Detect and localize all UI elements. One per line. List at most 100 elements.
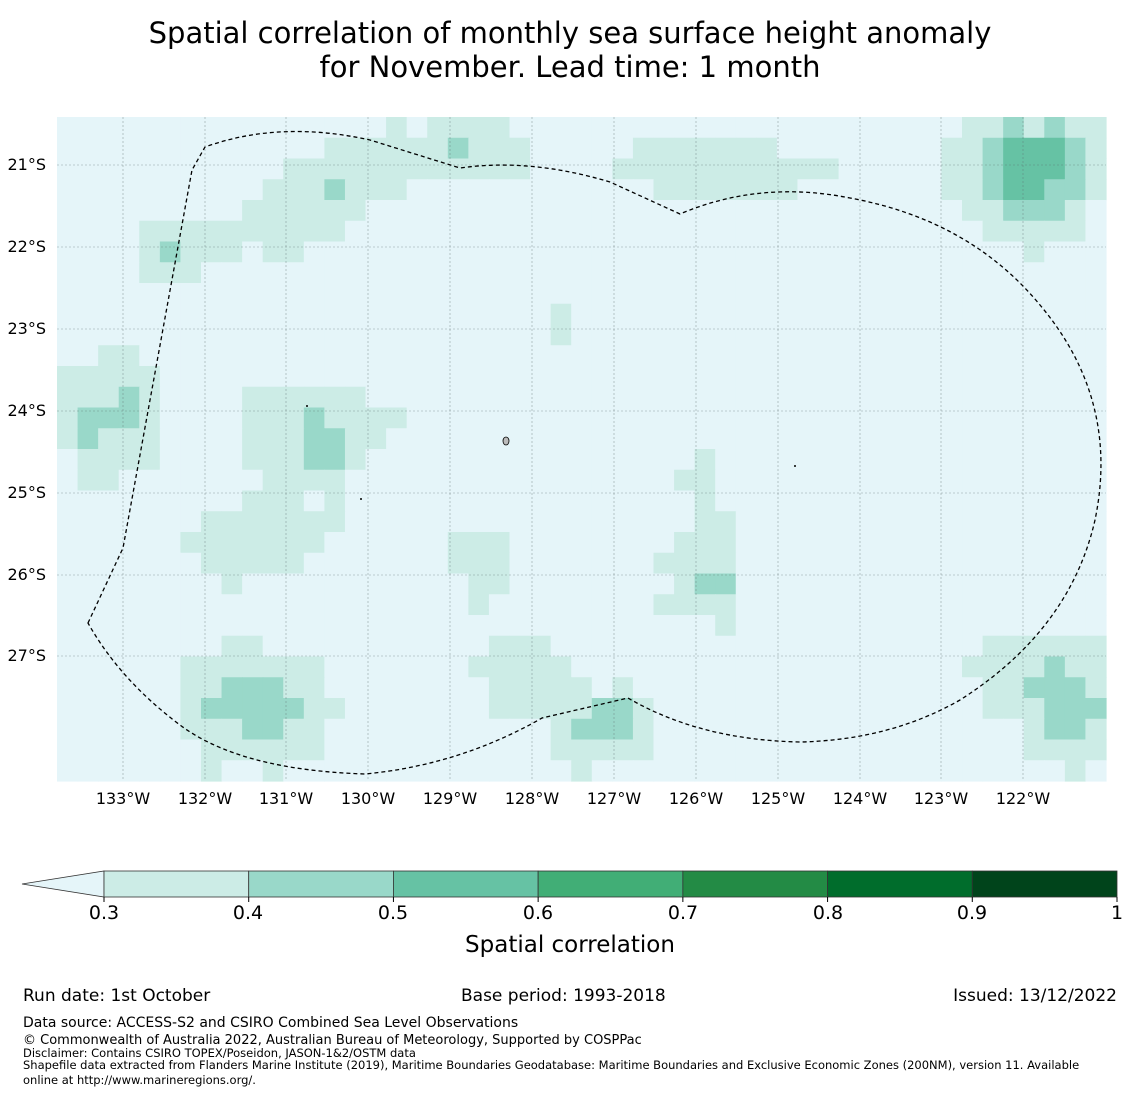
- grid-cell: [797, 552, 819, 575]
- grid-cell: [57, 615, 79, 637]
- grid-cell: [221, 552, 243, 575]
- grid-cell: [406, 137, 428, 160]
- grid-cell: [77, 677, 99, 699]
- grid-cell: [262, 532, 284, 554]
- grid-cell: [1023, 594, 1045, 616]
- grid-cell: [324, 760, 346, 782]
- grid-cell: [344, 428, 367, 450]
- grid-cell: [982, 220, 1004, 243]
- grid-cell: [900, 117, 922, 139]
- grid-cell: [303, 552, 325, 575]
- grid-cell: [715, 656, 737, 678]
- grid-cell: [1023, 490, 1045, 512]
- grid-cell: [941, 179, 963, 201]
- grid-cell: [859, 718, 881, 741]
- grid-cell: [530, 158, 552, 180]
- grid-cell: [303, 386, 325, 409]
- grid-cell: [447, 594, 469, 616]
- grid-cell: [612, 158, 634, 180]
- grid-cell: [941, 428, 963, 450]
- grid-cell: [920, 262, 943, 284]
- grid-cell: [221, 407, 243, 429]
- grid-cell: [386, 283, 408, 305]
- grid-cell: [879, 407, 901, 429]
- grid-cell: [818, 449, 840, 471]
- grid-cell: [550, 656, 572, 678]
- grid-cell: [879, 200, 901, 222]
- grid-cell: [1085, 532, 1107, 554]
- grid-cell: [530, 552, 552, 575]
- grid-cell: [735, 760, 757, 782]
- grid-cell: [283, 345, 305, 367]
- grid-cell: [180, 241, 202, 263]
- grid-cell: [859, 324, 881, 346]
- issued-date: Issued: 13/12/2022: [953, 986, 1117, 1006]
- colorbar-bin-3: [537, 870, 684, 898]
- grid-cell: [591, 324, 613, 346]
- grid-cell: [838, 179, 860, 201]
- grid-cell: [488, 200, 511, 222]
- grid-cell: [77, 490, 99, 512]
- grid-cell: [982, 718, 1004, 741]
- grid-cell: [1023, 220, 1045, 243]
- grid-cell: [324, 739, 346, 761]
- grid-cell: [200, 428, 223, 450]
- grid-cell: [879, 739, 901, 761]
- grid-cell: [920, 552, 943, 575]
- grid-cell: [427, 698, 449, 720]
- grid-cell: [591, 490, 613, 512]
- grid-cell: [488, 552, 511, 575]
- grid-cell: [1023, 698, 1045, 720]
- grid-cell: [1003, 573, 1025, 595]
- grid-cell: [632, 345, 655, 367]
- grid-cell: [776, 635, 799, 658]
- grid-cell: [200, 449, 223, 471]
- grid-cell: [283, 137, 305, 160]
- grid-cell: [1003, 407, 1025, 429]
- grid-cell: [1064, 407, 1087, 429]
- grid-cell: [242, 615, 264, 637]
- grid-cell: [1085, 469, 1107, 492]
- grid-cell: [159, 615, 182, 637]
- grid-cell: [818, 656, 840, 678]
- grid-cell: [920, 366, 943, 388]
- grid-cell: [1064, 594, 1087, 616]
- grid-cell: [139, 698, 161, 720]
- grid-cell: [159, 137, 182, 160]
- grid-cell: [447, 760, 469, 782]
- grid-cell: [344, 303, 367, 326]
- grid-cell: [550, 739, 572, 761]
- grid-cell: [1044, 511, 1066, 533]
- grid-cell: [797, 324, 819, 346]
- grid-cell: [159, 760, 182, 782]
- grid-cell: [406, 324, 428, 346]
- grid-cell: [1064, 656, 1087, 678]
- grid-cell: [427, 303, 449, 326]
- grid-cell: [900, 283, 922, 305]
- grid-cell: [632, 511, 655, 533]
- grid-cell: [550, 573, 572, 595]
- grid-cell: [1003, 137, 1025, 160]
- grid-cell: [1023, 656, 1045, 678]
- grid-cell: [1085, 739, 1107, 761]
- grid-cell: [427, 449, 449, 471]
- grid-cell: [488, 179, 511, 201]
- grid-cell: [859, 552, 881, 575]
- grid-cell: [1023, 158, 1045, 180]
- grid-cell: [509, 532, 531, 554]
- grid-cell: [735, 677, 757, 699]
- grid-cell: [427, 511, 449, 533]
- grid-cell: [200, 200, 223, 222]
- grid-cell: [1064, 262, 1087, 284]
- grid-cell: [941, 158, 963, 180]
- grid-cell: [98, 449, 120, 471]
- colorbar-tick-0-7: 0.7: [667, 902, 699, 924]
- grid-cell: [386, 428, 408, 450]
- grid-cell: [653, 449, 675, 471]
- grid-cell: [694, 698, 716, 720]
- grid-cell: [900, 220, 922, 243]
- grid-cell: [1064, 366, 1087, 388]
- grid-cell: [818, 200, 840, 222]
- grid-cell: [57, 262, 79, 284]
- grid-cell: [118, 656, 140, 678]
